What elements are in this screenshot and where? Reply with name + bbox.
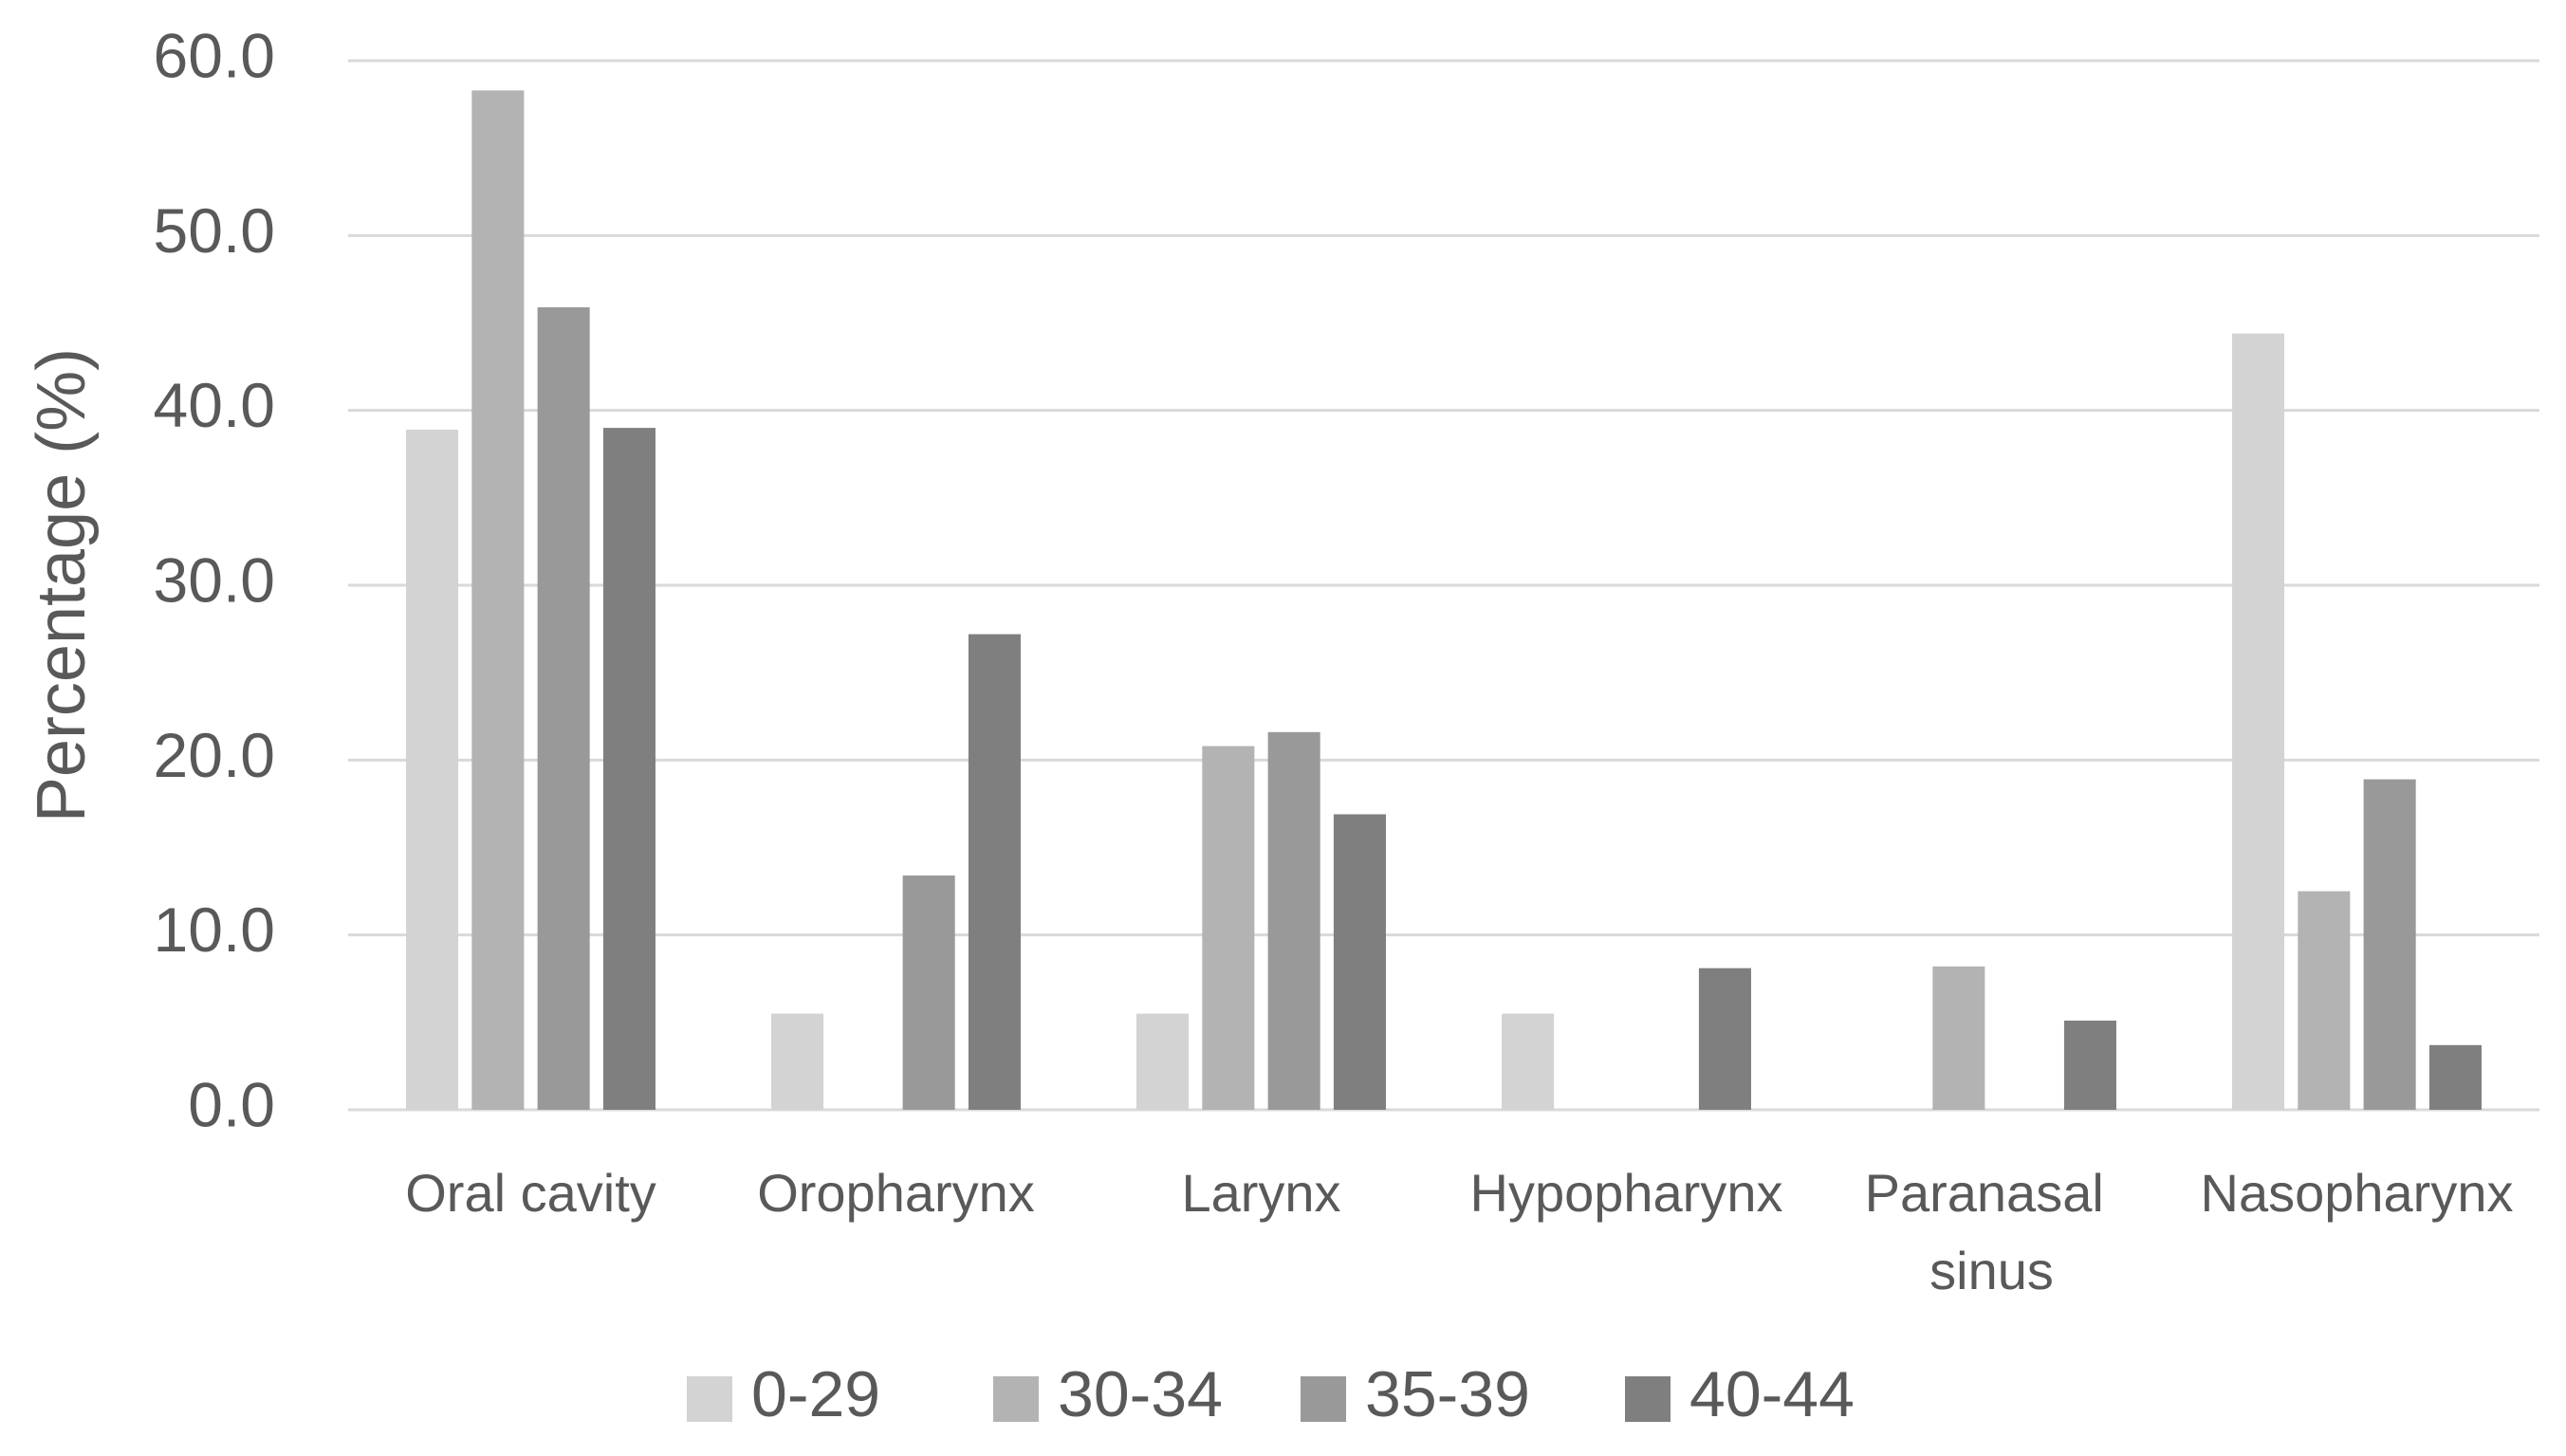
x-tick-label: Larynx (1181, 1163, 1340, 1223)
bar (2363, 779, 2416, 1110)
bar (1267, 731, 1320, 1110)
bar (602, 428, 655, 1111)
bar (1502, 1013, 1555, 1110)
legend-swatch (1301, 1376, 1346, 1422)
bar (2428, 1044, 2482, 1110)
legend-label: 30-34 (1058, 1358, 1223, 1430)
legend-swatch (687, 1376, 732, 1422)
x-tick-label: Nasopharynx (2201, 1163, 2514, 1223)
bar (1333, 814, 1386, 1110)
bar (1698, 968, 1751, 1110)
bar (902, 875, 955, 1110)
bar (471, 90, 525, 1110)
legend-swatch (1625, 1376, 1671, 1422)
y-tick-label: 50.0 (154, 195, 275, 266)
bar (2232, 333, 2285, 1110)
legend-swatch (993, 1376, 1039, 1422)
bar (968, 634, 1021, 1110)
bar (1202, 746, 1255, 1110)
bar (537, 306, 590, 1110)
bar (1136, 1013, 1190, 1110)
bar (1932, 966, 1985, 1110)
y-tick-label: 40.0 (154, 370, 275, 440)
y-tick-label: 10.0 (154, 894, 275, 965)
y-tick-label: 60.0 (154, 20, 275, 90)
y-axis-label: Percentage (%) (24, 348, 100, 822)
x-tick-label: Oral cavity (405, 1163, 656, 1223)
legend-label: 0-29 (751, 1358, 880, 1430)
bar (406, 429, 459, 1110)
y-tick-label: 20.0 (154, 720, 275, 790)
bar (2063, 1020, 2116, 1110)
bar (771, 1013, 824, 1110)
bar (2298, 891, 2351, 1110)
x-tick-label: Oropharynx (757, 1163, 1035, 1223)
x-tick-label: Hypopharynx (1470, 1163, 1783, 1223)
y-tick-label: 0.0 (188, 1069, 275, 1139)
y-tick-label: 30.0 (154, 544, 275, 615)
legend-label: 40-44 (1689, 1358, 1855, 1430)
x-tick-label: Paranasal sinus (1865, 1163, 2119, 1300)
legend-label: 35-39 (1365, 1358, 1530, 1430)
